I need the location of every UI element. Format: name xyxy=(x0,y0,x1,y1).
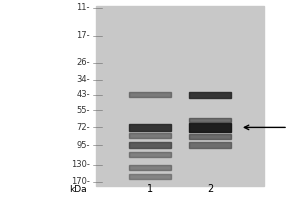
Text: 34-: 34- xyxy=(76,75,90,84)
Text: 2: 2 xyxy=(207,184,213,194)
Bar xyxy=(129,152,171,157)
Bar xyxy=(189,118,231,122)
Text: 43-: 43- xyxy=(76,90,90,99)
Bar xyxy=(189,92,231,98)
Bar xyxy=(96,6,264,186)
Bar xyxy=(129,133,171,138)
Bar xyxy=(129,124,171,131)
Text: 11-: 11- xyxy=(76,3,90,12)
Bar xyxy=(189,142,231,148)
Text: 170-: 170- xyxy=(71,178,90,186)
Bar xyxy=(189,123,231,132)
Bar xyxy=(129,174,171,179)
Text: 26-: 26- xyxy=(76,58,90,67)
Text: 1: 1 xyxy=(147,184,153,194)
Text: 17-: 17- xyxy=(76,31,90,40)
Text: 130-: 130- xyxy=(71,160,90,169)
Text: 55-: 55- xyxy=(76,106,90,115)
Bar xyxy=(129,165,171,170)
Bar xyxy=(189,134,231,139)
Text: kDa: kDa xyxy=(69,184,87,194)
Bar xyxy=(129,92,171,97)
Bar xyxy=(129,142,171,148)
Text: 72-: 72- xyxy=(76,123,90,132)
Text: 95-: 95- xyxy=(76,141,90,150)
